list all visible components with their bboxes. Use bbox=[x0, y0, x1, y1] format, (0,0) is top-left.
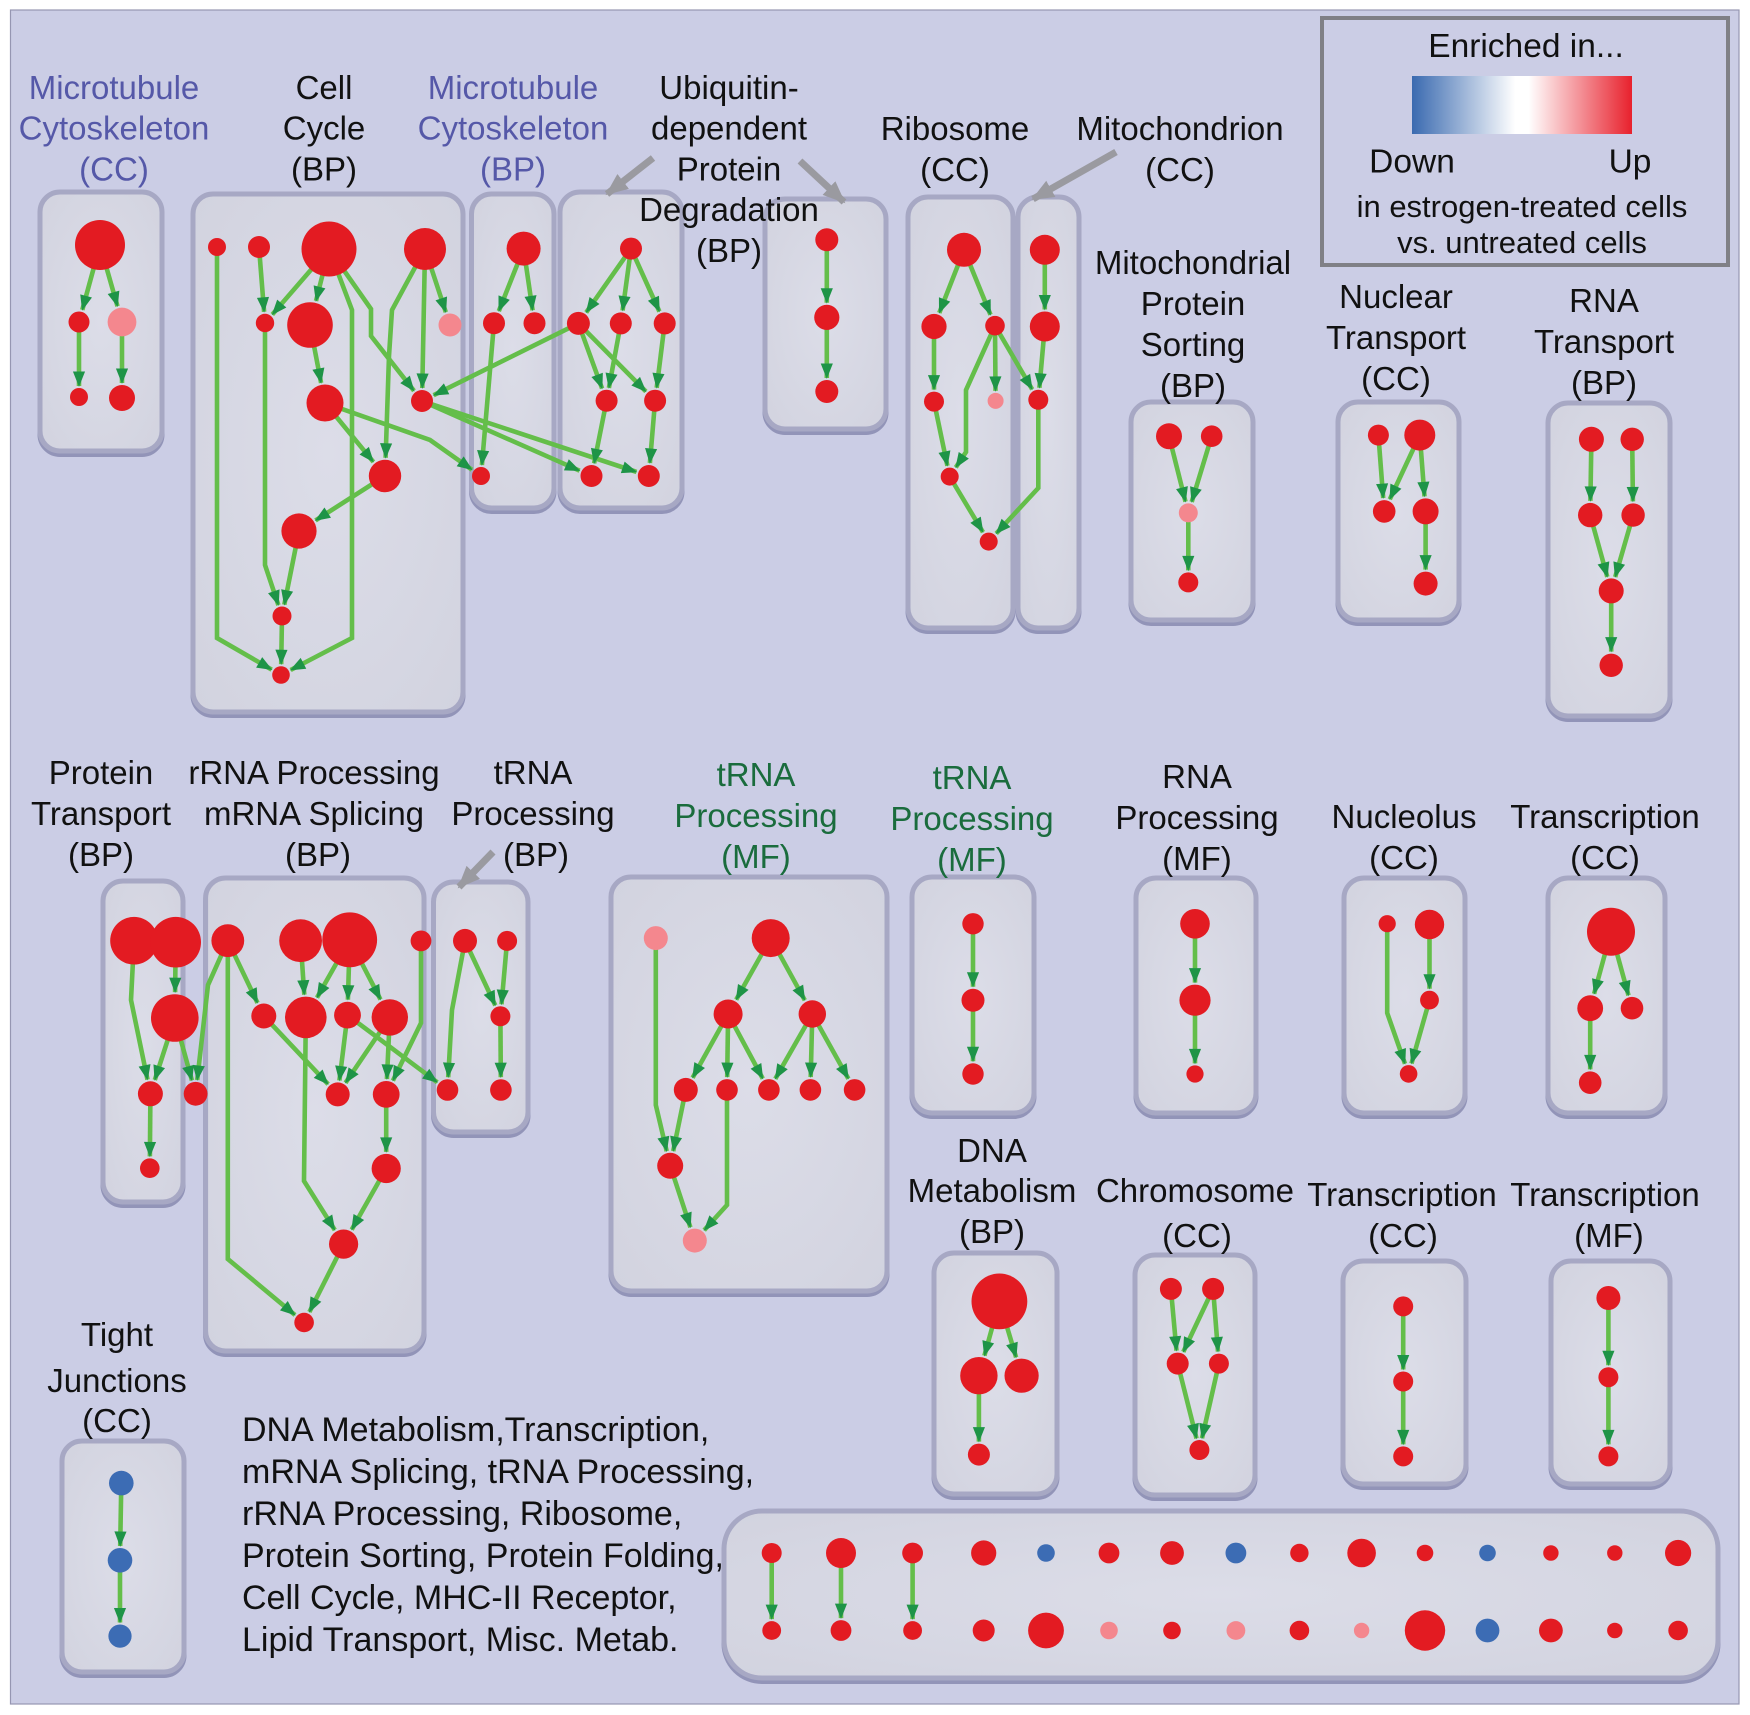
svg-text:Processing: Processing bbox=[1115, 799, 1278, 836]
svg-text:vs. untreated cells: vs. untreated cells bbox=[1397, 225, 1647, 260]
svg-text:DNA: DNA bbox=[957, 1132, 1027, 1169]
svg-text:(BP): (BP) bbox=[291, 150, 357, 187]
svg-text:(BP): (BP) bbox=[1160, 367, 1226, 404]
svg-text:Lipid Transport, Misc. Metab.: Lipid Transport, Misc. Metab. bbox=[242, 1621, 679, 1659]
svg-text:Processing: Processing bbox=[674, 797, 837, 834]
svg-text:(MF): (MF) bbox=[1574, 1217, 1644, 1254]
svg-text:(CC): (CC) bbox=[1570, 839, 1640, 876]
svg-text:Up: Up bbox=[1609, 144, 1652, 181]
svg-text:in estrogen-treated cells: in estrogen-treated cells bbox=[1357, 189, 1688, 224]
svg-text:Mitochondrion: Mitochondrion bbox=[1076, 110, 1283, 147]
svg-text:Transport: Transport bbox=[1326, 319, 1466, 356]
svg-text:(MF): (MF) bbox=[1162, 840, 1232, 877]
svg-text:RNA: RNA bbox=[1569, 282, 1639, 319]
svg-text:Protein: Protein bbox=[1141, 285, 1246, 322]
svg-text:Protein: Protein bbox=[677, 150, 782, 187]
svg-text:(CC): (CC) bbox=[1361, 360, 1431, 397]
svg-text:Cell: Cell bbox=[296, 69, 353, 106]
svg-text:Transport: Transport bbox=[1534, 323, 1674, 360]
svg-text:dependent: dependent bbox=[651, 110, 807, 147]
svg-text:Transcription: Transcription bbox=[1510, 798, 1700, 835]
svg-text:Protein: Protein bbox=[49, 754, 154, 791]
svg-text:Degradation: Degradation bbox=[639, 191, 819, 228]
svg-text:(BP): (BP) bbox=[1571, 364, 1637, 401]
svg-text:Chromosome: Chromosome bbox=[1096, 1172, 1294, 1209]
svg-text:Transcription: Transcription bbox=[1510, 1176, 1700, 1213]
svg-text:Mitochondrial: Mitochondrial bbox=[1095, 244, 1291, 281]
svg-text:Cycle: Cycle bbox=[283, 110, 366, 147]
svg-text:Microtubule: Microtubule bbox=[428, 69, 599, 106]
svg-text:Cell Cycle, MHC-II Receptor,: Cell Cycle, MHC-II Receptor, bbox=[242, 1579, 677, 1617]
svg-text:Enriched in...: Enriched in... bbox=[1428, 28, 1624, 65]
svg-text:Transport: Transport bbox=[31, 795, 171, 832]
svg-text:tRNA: tRNA bbox=[933, 759, 1012, 796]
svg-text:tRNA: tRNA bbox=[717, 756, 796, 793]
svg-text:(CC): (CC) bbox=[82, 1402, 152, 1439]
svg-text:DNA Metabolism,Transcription,: DNA Metabolism,Transcription, bbox=[242, 1411, 709, 1449]
svg-text:RNA: RNA bbox=[1162, 758, 1232, 795]
svg-text:Nuclear: Nuclear bbox=[1339, 278, 1453, 315]
svg-text:Sorting: Sorting bbox=[1141, 326, 1246, 363]
svg-text:tRNA: tRNA bbox=[494, 754, 573, 791]
svg-text:(CC): (CC) bbox=[1145, 151, 1215, 188]
svg-text:Processing: Processing bbox=[890, 800, 1053, 837]
svg-text:(BP): (BP) bbox=[696, 232, 762, 269]
svg-text:(CC): (CC) bbox=[79, 150, 149, 187]
svg-text:Down: Down bbox=[1369, 144, 1455, 181]
svg-text:Tight: Tight bbox=[81, 1316, 153, 1353]
svg-text:Protein Sorting, Protein Foldi: Protein Sorting, Protein Folding, bbox=[242, 1537, 724, 1575]
svg-text:Nucleolus: Nucleolus bbox=[1332, 798, 1477, 835]
svg-text:(BP): (BP) bbox=[480, 150, 546, 187]
svg-text:Metabolism: Metabolism bbox=[908, 1172, 1077, 1209]
svg-text:mRNA Splicing, tRNA Processing: mRNA Splicing, tRNA Processing, bbox=[242, 1453, 754, 1491]
svg-text:Microtubule: Microtubule bbox=[29, 69, 200, 106]
svg-text:(BP): (BP) bbox=[68, 836, 134, 873]
svg-text:Cytoskeleton: Cytoskeleton bbox=[19, 110, 210, 147]
svg-text:(BP): (BP) bbox=[503, 836, 569, 873]
svg-text:(CC): (CC) bbox=[1369, 839, 1439, 876]
svg-text:Processing: Processing bbox=[451, 795, 614, 832]
svg-text:(MF): (MF) bbox=[721, 838, 791, 875]
svg-text:Ribosome: Ribosome bbox=[881, 110, 1030, 147]
svg-text:Ubiquitin-: Ubiquitin- bbox=[659, 69, 798, 106]
svg-text:rRNA Processing: rRNA Processing bbox=[188, 754, 439, 791]
svg-text:(CC): (CC) bbox=[1368, 1217, 1438, 1254]
svg-text:Transcription: Transcription bbox=[1307, 1176, 1497, 1213]
svg-text:Cytoskeleton: Cytoskeleton bbox=[418, 110, 609, 147]
svg-text:(MF): (MF) bbox=[937, 841, 1007, 878]
svg-text:(CC): (CC) bbox=[1162, 1217, 1232, 1254]
svg-text:(BP): (BP) bbox=[285, 836, 351, 873]
svg-text:(CC): (CC) bbox=[920, 151, 990, 188]
svg-text:mRNA Splicing: mRNA Splicing bbox=[204, 795, 424, 832]
svg-text:Junctions: Junctions bbox=[47, 1362, 186, 1399]
svg-text:(BP): (BP) bbox=[959, 1213, 1025, 1250]
svg-text:rRNA Processing, Ribosome,: rRNA Processing, Ribosome, bbox=[242, 1495, 682, 1533]
